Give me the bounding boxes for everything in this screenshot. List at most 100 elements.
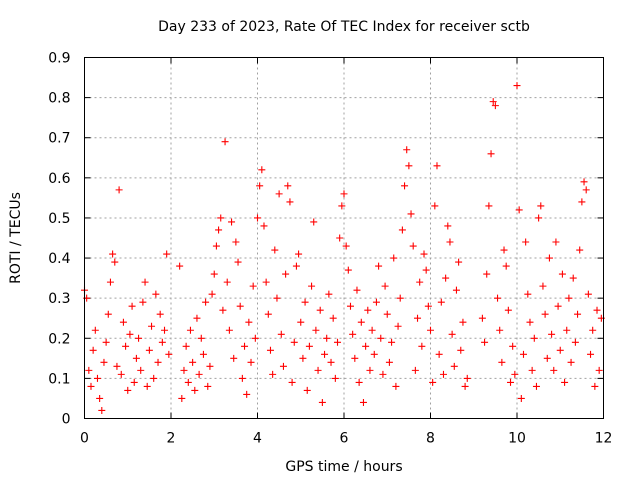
data-point bbox=[388, 338, 396, 346]
data-point bbox=[176, 262, 184, 270]
data-point bbox=[450, 362, 458, 370]
data-point bbox=[439, 370, 447, 378]
data-point bbox=[578, 198, 586, 206]
data-point bbox=[498, 358, 506, 366]
data-point bbox=[288, 378, 296, 386]
x-tick-label: 10 bbox=[508, 431, 526, 447]
data-point bbox=[483, 270, 491, 278]
data-point bbox=[184, 378, 192, 386]
data-point bbox=[414, 314, 422, 322]
data-point bbox=[548, 330, 556, 338]
data-point bbox=[554, 302, 562, 310]
data-point bbox=[98, 406, 106, 414]
data-point bbox=[407, 210, 415, 218]
data-point bbox=[442, 274, 450, 282]
data-point bbox=[433, 162, 441, 170]
y-tick-label: 0.8 bbox=[48, 91, 70, 107]
data-point bbox=[221, 138, 229, 146]
y-tick-label: 0.1 bbox=[48, 371, 70, 387]
data-point bbox=[392, 382, 400, 390]
data-point bbox=[279, 362, 287, 370]
data-point bbox=[504, 306, 512, 314]
plot-frame bbox=[84, 57, 604, 419]
data-point bbox=[325, 290, 333, 298]
data-point bbox=[273, 294, 281, 302]
data-point bbox=[591, 382, 599, 390]
data-point bbox=[383, 310, 391, 318]
data-point bbox=[545, 254, 553, 262]
data-point bbox=[444, 222, 452, 230]
data-point bbox=[455, 258, 463, 266]
data-point bbox=[334, 338, 342, 346]
data-point bbox=[541, 310, 549, 318]
data-point bbox=[355, 378, 363, 386]
data-point bbox=[489, 98, 497, 106]
data-points bbox=[81, 82, 605, 414]
data-point bbox=[251, 334, 259, 342]
data-point bbox=[156, 310, 164, 318]
y-tick-label: 0.6 bbox=[48, 171, 70, 187]
data-point bbox=[558, 270, 566, 278]
data-point bbox=[500, 246, 508, 254]
data-point bbox=[264, 310, 272, 318]
data-point bbox=[284, 182, 292, 190]
data-point bbox=[385, 358, 393, 366]
data-point bbox=[318, 398, 326, 406]
y-tick-label: 0.5 bbox=[48, 211, 70, 227]
data-point bbox=[282, 270, 290, 278]
data-point bbox=[254, 214, 261, 222]
data-point bbox=[245, 318, 253, 326]
data-point bbox=[427, 326, 434, 334]
data-point bbox=[431, 202, 439, 210]
data-point bbox=[277, 330, 285, 338]
data-point bbox=[297, 318, 305, 326]
data-point bbox=[563, 326, 571, 334]
data-point bbox=[165, 350, 173, 358]
data-point bbox=[152, 290, 160, 298]
data-point bbox=[193, 314, 201, 322]
data-point bbox=[238, 374, 246, 382]
data-point bbox=[515, 206, 523, 214]
axis-ticks: 0 2 4 6 8 10 12 0 0.1 0.2 0.3 0.4 0.5 0.6 0.7 0.8 0.9 bbox=[48, 51, 612, 447]
data-point bbox=[132, 354, 140, 362]
data-point bbox=[87, 382, 95, 390]
data-point bbox=[266, 346, 274, 354]
data-point bbox=[411, 366, 419, 374]
data-point bbox=[150, 374, 158, 382]
chart-title: Day 233 of 2023, Rate Of TEC Index for r… bbox=[158, 19, 530, 35]
data-point bbox=[154, 358, 162, 366]
data-point bbox=[249, 282, 257, 290]
data-point bbox=[409, 242, 417, 250]
x-tick-label: 0 bbox=[80, 431, 89, 447]
data-point bbox=[275, 190, 283, 198]
data-point bbox=[243, 390, 251, 398]
x-tick-label: 6 bbox=[340, 431, 349, 447]
data-point bbox=[210, 270, 218, 278]
data-point bbox=[582, 186, 590, 194]
data-point bbox=[260, 222, 268, 230]
data-point bbox=[336, 234, 344, 242]
data-point bbox=[217, 214, 225, 222]
data-point bbox=[137, 366, 145, 374]
data-point bbox=[295, 250, 303, 258]
y-axis-label: ROTI / TECUs bbox=[8, 192, 24, 284]
data-point bbox=[204, 382, 212, 390]
data-point bbox=[102, 338, 110, 346]
data-point bbox=[225, 326, 233, 334]
data-point bbox=[405, 162, 413, 170]
data-point bbox=[448, 330, 456, 338]
data-point bbox=[299, 354, 307, 362]
data-point bbox=[398, 226, 406, 234]
data-point bbox=[556, 346, 564, 354]
data-point bbox=[96, 394, 104, 402]
data-point bbox=[327, 358, 335, 366]
data-point bbox=[256, 182, 264, 190]
data-point bbox=[370, 350, 378, 358]
x-axis-label: GPS time / hours bbox=[285, 459, 402, 475]
data-point bbox=[461, 382, 469, 390]
data-point bbox=[271, 246, 279, 254]
data-point bbox=[189, 358, 197, 366]
data-point bbox=[228, 218, 236, 226]
data-point bbox=[85, 366, 93, 374]
data-point bbox=[403, 146, 411, 154]
